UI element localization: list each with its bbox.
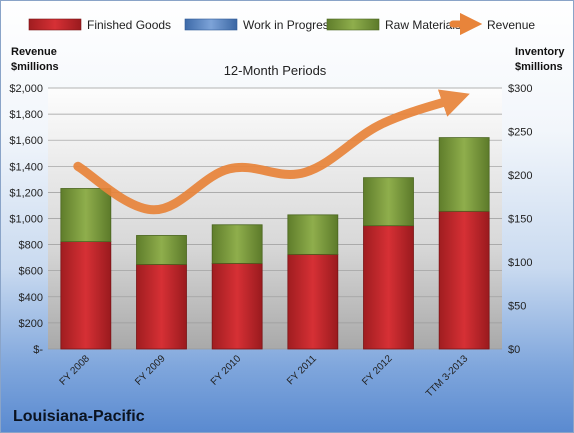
category-labels: FY 2008 FY 2009 FY 2010 FY 2011 FY 2012 TTM 3… — [58, 353, 471, 400]
bar-raw-materials — [136, 235, 187, 265]
legend-label-finished-goods: Finished Goods — [87, 18, 171, 32]
bar-raw-materials — [363, 177, 414, 227]
legend-item-raw-materials: Raw Materials — [326, 18, 461, 32]
revenue-series — [73, 89, 470, 215]
category-label: FY 2009 — [133, 353, 168, 388]
left-tick-label: $1,200 — [9, 187, 43, 199]
bar-raw-materials — [60, 188, 112, 242]
left-tick-label: $1,400 — [9, 161, 43, 173]
right-tick-label: $250 — [508, 127, 532, 139]
legend-swatch-raw-materials — [326, 18, 380, 31]
legend-label-revenue: Revenue — [487, 18, 535, 32]
right-tick-label: $200 — [508, 170, 532, 182]
bar-raw-materials — [438, 137, 490, 212]
legend: Finished Goods Work in Progress Raw Mate… — [28, 12, 535, 36]
right-axis-title-line2: $millions — [515, 61, 563, 73]
left-axis-title-line1: Revenue — [11, 46, 57, 58]
category-label: FY 2012 — [360, 353, 395, 388]
left-axis-title-line2: $millions — [11, 61, 59, 73]
legend-swatch-finished-goods — [28, 18, 82, 31]
category-label: FY 2008 — [58, 353, 93, 388]
right-tick-label: $0 — [508, 344, 520, 356]
left-tick-label: $- — [33, 344, 43, 356]
chart-subtitle: 12-Month Periods — [224, 63, 327, 78]
bar-series — [60, 137, 490, 350]
axis-ticks: $- $200 $400 $600 $800 $1,000 $1,200 $1,400 $1,6… — [9, 83, 532, 356]
bar-finished-goods — [211, 262, 263, 350]
left-tick-label: $1,600 — [9, 135, 43, 147]
bar-finished-goods — [136, 264, 187, 350]
left-tick-label: $1,800 — [9, 109, 43, 121]
legend-swatch-work-in-progress — [184, 18, 238, 31]
bar-raw-materials — [287, 214, 339, 255]
category-label: TTM 3-2013 — [424, 353, 471, 400]
right-axis-title-line1: Inventory — [515, 46, 565, 58]
left-tick-label: $800 — [19, 240, 43, 252]
revenue-line — [73, 89, 470, 215]
category-label: FY 2011 — [285, 353, 319, 387]
legend-label-work-in-progress: Work in Progress — [243, 18, 335, 32]
right-tick-label: $50 — [508, 301, 526, 313]
company-name: Louisiana-Pacific — [13, 408, 145, 425]
legend-item-revenue: Revenue — [449, 12, 535, 36]
left-tick-label: $2,000 — [9, 83, 43, 95]
bar-finished-goods — [438, 210, 490, 350]
left-tick-label: $400 — [19, 292, 43, 304]
left-tick-label: $1,000 — [9, 214, 43, 226]
bar-finished-goods — [60, 241, 112, 350]
right-tick-label: $300 — [508, 83, 532, 95]
legend-item-work-in-progress: Work in Progress — [184, 18, 335, 32]
gridlines — [48, 87, 502, 350]
left-tick-label: $200 — [19, 318, 43, 330]
legend-item-finished-goods: Finished Goods — [28, 18, 171, 32]
bar-finished-goods — [287, 253, 339, 350]
left-tick-label: $600 — [19, 266, 43, 278]
right-tick-label: $150 — [508, 214, 532, 226]
category-label: FY 2010 — [209, 353, 244, 388]
right-tick-label: $100 — [508, 257, 532, 269]
legend-label-raw-materials: Raw Materials — [385, 18, 461, 32]
bar-raw-materials — [211, 224, 263, 264]
bar-finished-goods — [363, 225, 414, 350]
